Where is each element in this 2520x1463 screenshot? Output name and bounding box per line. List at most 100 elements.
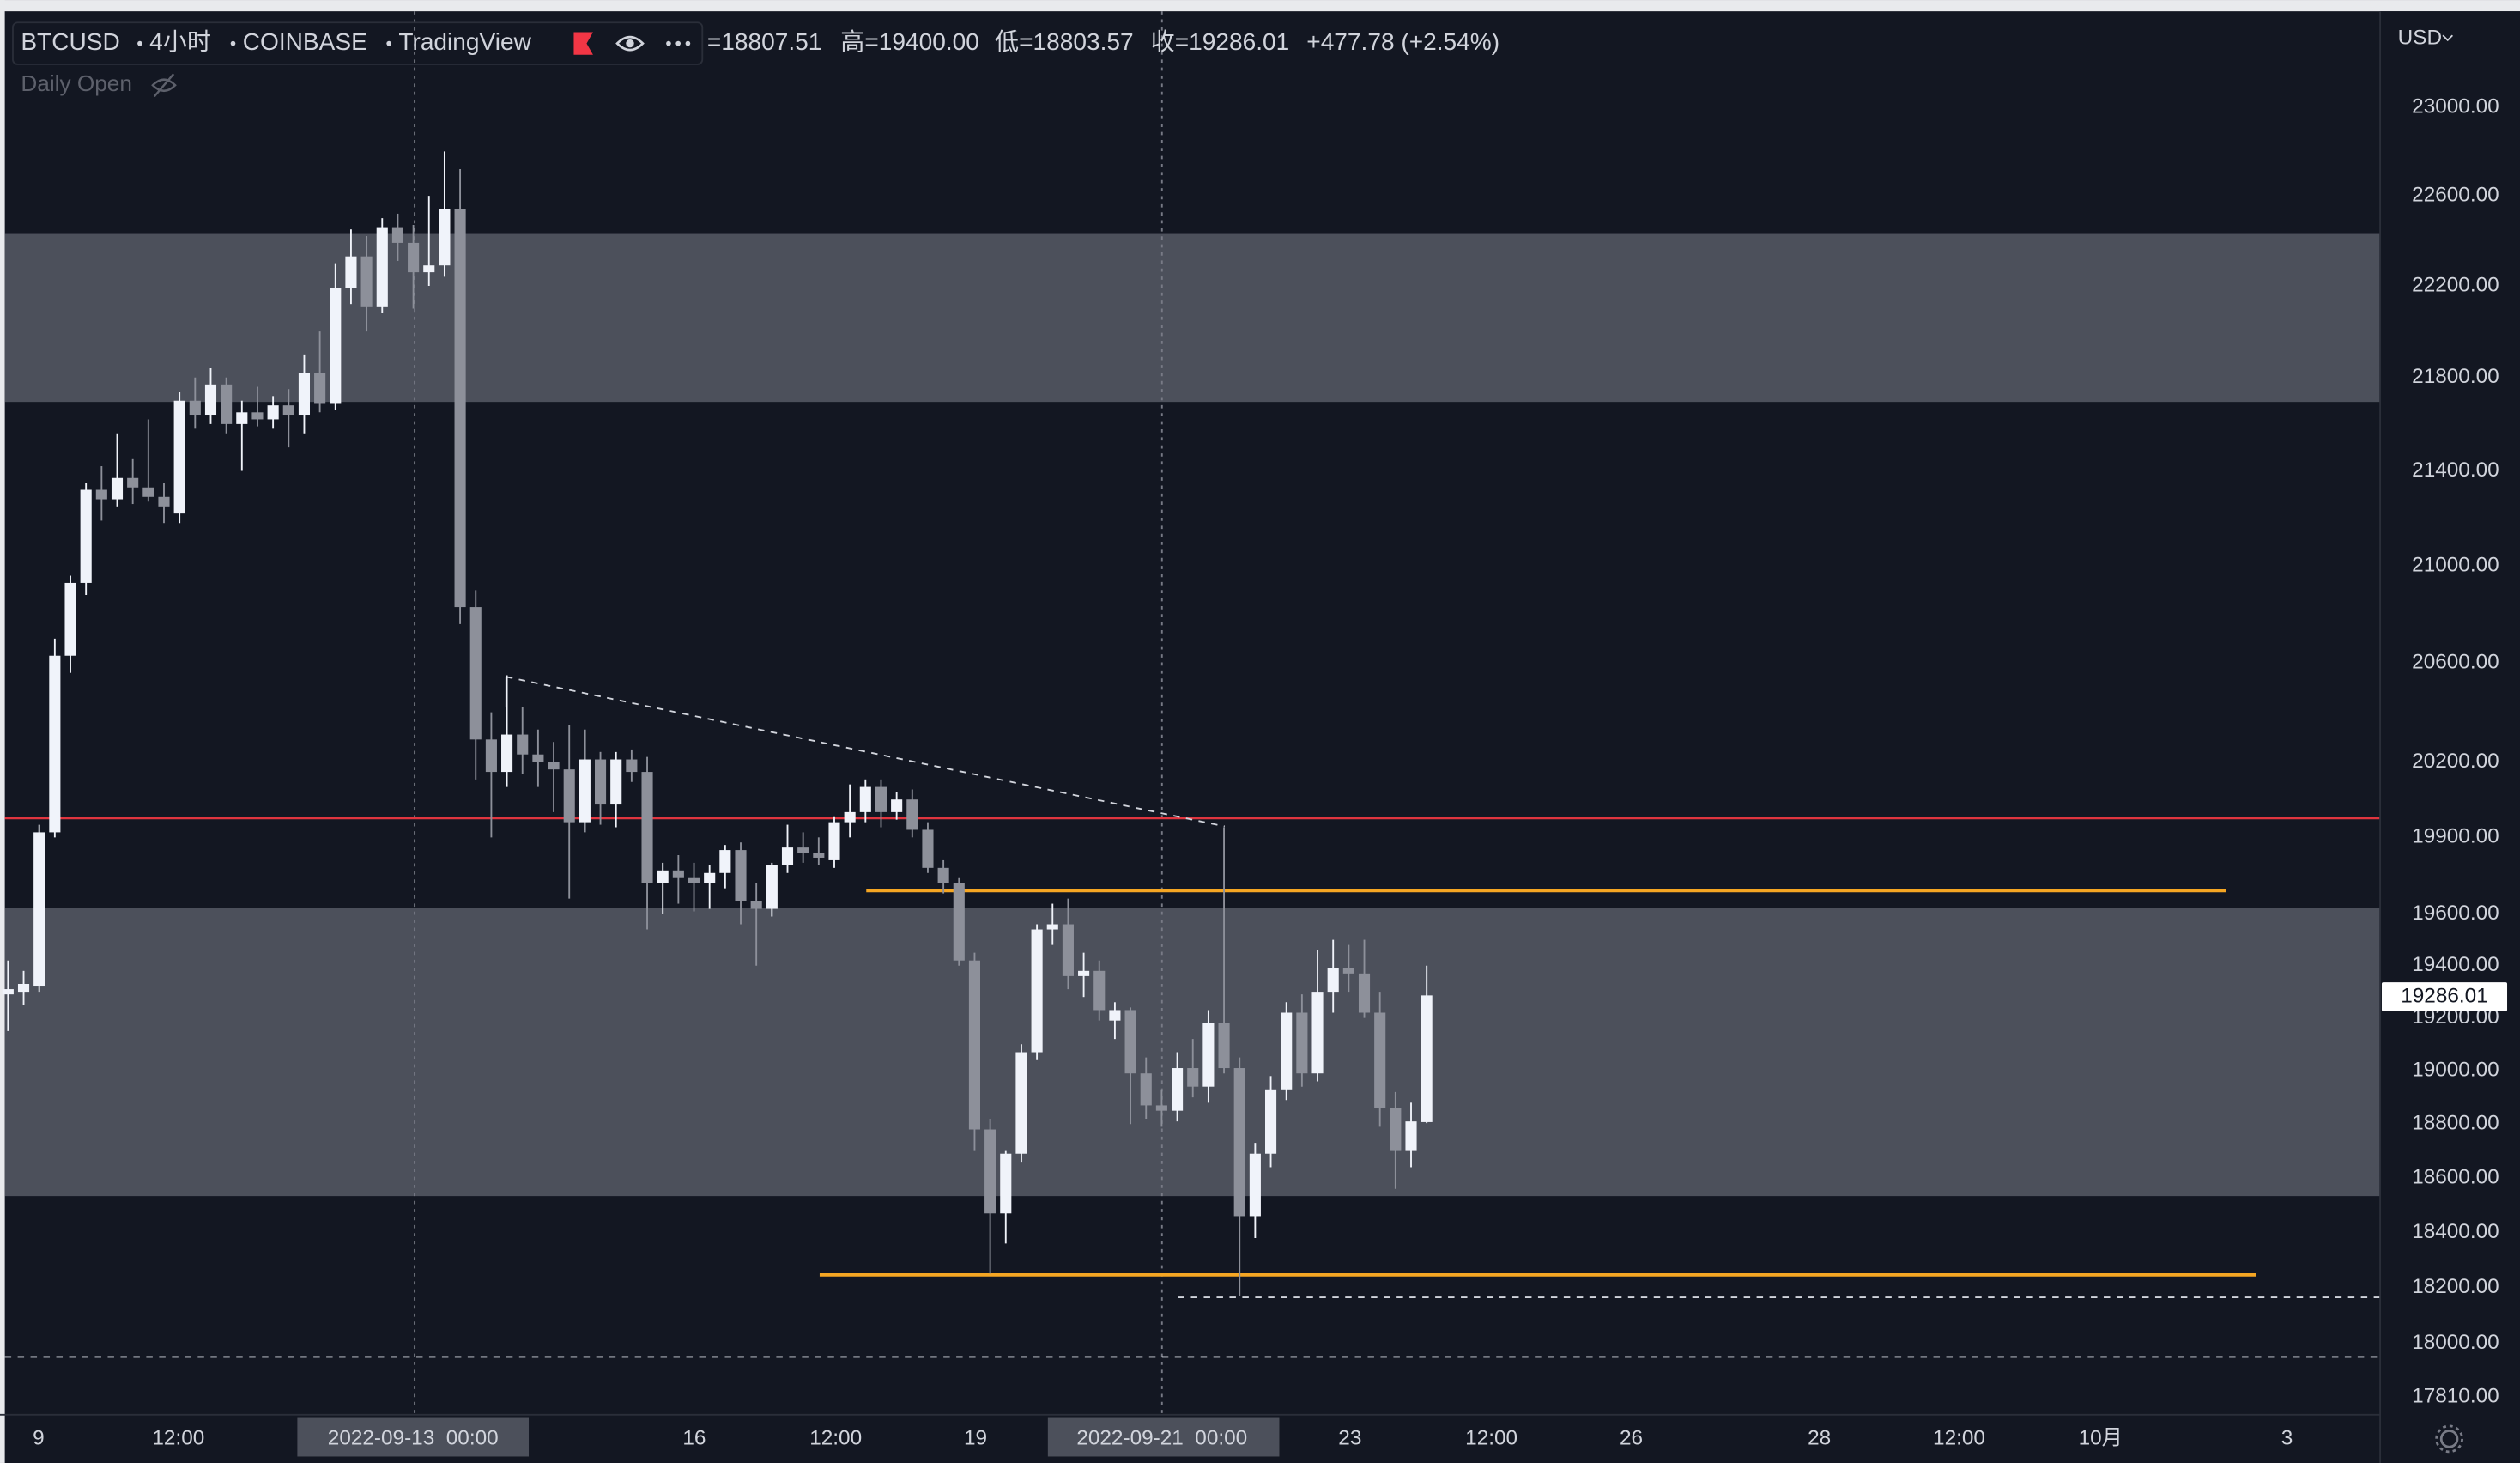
x-axis: 9 12:00 16 12:00 19 23 12:00 26 28 12:00 10月 3 2022-… bbox=[33, 1417, 2293, 1457]
candle-body bbox=[1342, 968, 1354, 974]
candle-body bbox=[532, 754, 544, 762]
candle-body bbox=[1405, 1121, 1417, 1151]
candle-body bbox=[984, 1129, 996, 1214]
candle-body bbox=[2, 989, 14, 995]
interval: 4小时 bbox=[149, 28, 211, 55]
y-tick-label: 19400.00 bbox=[2412, 953, 2499, 976]
x-tick-label: 12:00 bbox=[152, 1426, 204, 1449]
candle-body bbox=[1358, 973, 1371, 1013]
candle-body bbox=[828, 822, 840, 860]
legend-box[interactable] bbox=[12, 21, 704, 65]
candle-body bbox=[672, 870, 684, 878]
eye-icon[interactable] bbox=[615, 35, 645, 52]
y-tick-label: 19000.00 bbox=[2412, 1059, 2499, 1082]
candle-body bbox=[548, 762, 560, 770]
candle-body bbox=[797, 847, 809, 853]
symbol: BTCUSD bbox=[21, 28, 119, 55]
x-tick-label: 12:00 bbox=[1465, 1426, 1517, 1449]
x-tick-label: 28 bbox=[1808, 1426, 1831, 1449]
caret bbox=[2442, 34, 2454, 42]
y-tick-label: 18400.00 bbox=[2412, 1220, 2499, 1243]
candle-body bbox=[282, 405, 294, 416]
candle-body bbox=[17, 983, 30, 993]
candle-body bbox=[1172, 1068, 1184, 1111]
x-tick-label: 10月 bbox=[2079, 1426, 2123, 1449]
settings-icon[interactable] bbox=[2435, 1424, 2463, 1454]
candle-body bbox=[1311, 992, 1324, 1074]
candle-body bbox=[64, 582, 76, 656]
candle-body bbox=[1187, 1068, 1199, 1087]
candle-body bbox=[610, 759, 622, 805]
candle-body bbox=[922, 829, 934, 868]
candle-body bbox=[1327, 968, 1339, 993]
x-tick-label: 16 bbox=[682, 1426, 706, 1449]
candle-body bbox=[1078, 970, 1090, 976]
y-tick-label: 18600.00 bbox=[2412, 1166, 2499, 1189]
candle-body bbox=[111, 477, 124, 500]
candle-body bbox=[1390, 1108, 1402, 1151]
candle-body bbox=[1124, 1010, 1136, 1074]
candle-body bbox=[173, 400, 185, 514]
candle-body bbox=[875, 786, 887, 812]
x-tick-label: 12:00 bbox=[809, 1426, 862, 1449]
candle-body bbox=[1218, 1023, 1230, 1069]
candle-body bbox=[1000, 1153, 1012, 1214]
y-tick-label: 18200.00 bbox=[2412, 1275, 2499, 1298]
flag-icon[interactable] bbox=[573, 32, 593, 55]
candle-body bbox=[766, 865, 778, 909]
y-tick-label: 19900.00 bbox=[2412, 825, 2499, 848]
candle-body bbox=[906, 799, 918, 830]
candle-body bbox=[750, 901, 762, 909]
ohlc-change: +477.78 (+2.54%) bbox=[1306, 28, 1499, 55]
ohlc-close: 收=19286.01 bbox=[1151, 28, 1290, 55]
currency[interactable]: USD bbox=[2398, 26, 2442, 49]
candle-body bbox=[345, 256, 357, 288]
indicator[interactable]: Daily Open bbox=[21, 70, 132, 96]
candle-body bbox=[563, 769, 575, 823]
candle-body bbox=[1109, 1010, 1121, 1021]
y-tick-label: 21800.00 bbox=[2412, 365, 2499, 388]
candle-body bbox=[594, 759, 607, 805]
x-tick-label: 12:00 bbox=[1933, 1426, 1985, 1449]
candle-body bbox=[517, 734, 529, 755]
price-axis[interactable] bbox=[2380, 11, 2520, 1463]
price-tag-box bbox=[2381, 982, 2508, 1011]
candle-body bbox=[579, 759, 591, 823]
candle-body bbox=[408, 242, 420, 273]
candle-body bbox=[1202, 1023, 1215, 1087]
candle-body bbox=[781, 847, 794, 865]
ohlc-open: =18807.51 bbox=[707, 28, 822, 55]
hidden-icon[interactable] bbox=[151, 73, 177, 98]
candle-body bbox=[1264, 1089, 1277, 1154]
candle-body bbox=[1233, 1068, 1245, 1217]
candle-body bbox=[127, 477, 139, 488]
candles bbox=[2, 151, 1433, 1296]
candle-body bbox=[1015, 1052, 1027, 1154]
separator bbox=[137, 40, 142, 46]
y-tick-label: 21000.00 bbox=[2412, 554, 2499, 577]
more-icon[interactable] bbox=[666, 40, 691, 46]
y-tick-label: 22200.00 bbox=[2412, 273, 2499, 296]
candle-body bbox=[142, 487, 154, 497]
candle-body bbox=[158, 496, 170, 507]
candle-body bbox=[95, 489, 107, 500]
candle-body bbox=[1155, 1105, 1167, 1111]
crosshair-label: 2022-09-13 00:00 bbox=[328, 1426, 499, 1449]
separator bbox=[386, 40, 391, 46]
candle-body bbox=[330, 288, 342, 404]
candle-body bbox=[859, 786, 871, 812]
candle-body bbox=[968, 960, 981, 1130]
zone bbox=[4, 233, 2381, 403]
candle-body bbox=[439, 209, 451, 266]
x-tick-label: 23 bbox=[1338, 1426, 1361, 1449]
candle-body bbox=[314, 373, 326, 404]
candle-body bbox=[891, 799, 903, 812]
candle-body bbox=[844, 811, 856, 823]
y-tick-label: 18000.00 bbox=[2412, 1331, 2499, 1354]
candle-body bbox=[423, 265, 435, 273]
candle-body bbox=[298, 373, 311, 416]
y-tick-label: 18800.00 bbox=[2412, 1112, 2499, 1135]
eye-icon bbox=[626, 39, 634, 48]
crosshair-label-box bbox=[1047, 1417, 1280, 1457]
